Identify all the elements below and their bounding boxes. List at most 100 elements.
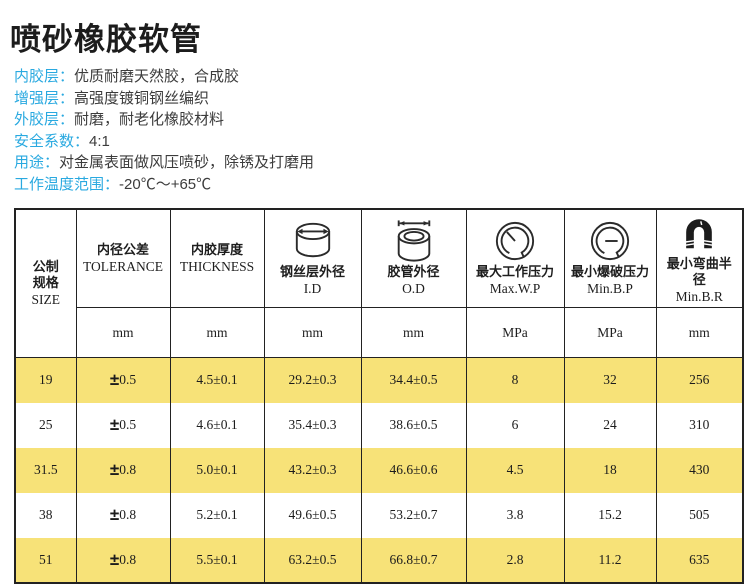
header-cell-tolerance: 内径公差 TOLERANCE [75,209,171,308]
unit-cell: MPa [465,307,565,358]
header-en-label: Min.B.R [675,289,723,304]
cell-thickness: 5.2±0.1 [169,492,265,538]
cell-steel-od: 49.6±0.5 [263,492,362,538]
cell-max-wp: 8 [465,357,565,403]
cell-tolerance: ±0.8 [75,447,171,493]
tolerance-value: 0.5 [119,372,137,388]
tolerance-value: 0.8 [119,462,137,477]
spec-label: 工作温度范围： [14,175,120,193]
spec-line-reinforcement-layer: 增强层：高强度镀铜钢丝编织 [14,88,314,110]
spec-label: 增强层： [14,89,75,107]
cell-max-wp: 2.8 [465,537,565,583]
header-zh-label: 最小弯曲半径 [666,256,732,287]
spec-value: 耐磨，耐老化橡胶材料 [74,111,225,128]
plus-minus-sign: ± [109,370,120,390]
header-cell-max-wp: 最大工作压力 Max.W.P [465,209,565,308]
header-cell-size: 公制 规格 SIZE [14,209,77,358]
tolerance-value: 0.8 [119,507,137,522]
cell-size: 51 [14,537,77,583]
header-en-label: SIZE [31,292,61,307]
spec-list: 内胶层：优质耐磨天然胶，合成胶 增强层：高强度镀铜钢丝编织 外胶层：耐磨，耐老化… [14,66,314,195]
cell-hose-od: 34.4±0.5 [360,357,467,403]
cell-thickness: 4.5±0.1 [169,357,265,403]
cell-min-br: 430 [655,447,744,493]
page-title: 喷砂橡胶软管 [10,22,202,57]
spec-line-temperature-range: 工作温度范围：-20℃～+65℃ [14,174,314,196]
spec-value: 4:1 [89,132,110,150]
unit-cell: mm [360,307,467,358]
cell-steel-od: 63.2±0.5 [263,537,362,583]
bend-radius-icon [681,212,717,254]
header-zh-label: 规格 [32,275,59,290]
cell-min-br: 256 [655,357,744,403]
header-zh-label: 最大工作压力 [475,264,554,279]
cell-hose-od: 53.2±0.7 [360,492,467,538]
header-zh-label: 公制 [32,259,59,274]
table-row: 38 ±0.8 5.2±0.1 49.6±0.5 53.2±0.7 3.8 15… [14,492,744,538]
cell-min-br: 635 [655,537,744,583]
header-en-label: THICKNESS [179,259,255,274]
cell-max-wp: 3.8 [465,492,565,538]
spec-line-inner-layer: 内胶层：优质耐磨天然胶，合成胶 [14,66,314,88]
inner-diameter-icon [290,220,336,262]
header-en-label: I.D [303,281,322,296]
cell-steel-od: 35.4±0.3 [263,402,362,448]
cell-hose-od: 46.6±0.6 [360,447,467,493]
header-cell-min-br: 最小弯曲半径 Min.B.R [655,209,744,308]
plus-minus-sign: ± [109,460,120,479]
cell-tolerance: ±0.8 [75,492,171,538]
table-row: 19 ±0.5 4.5±0.1 29.2±0.3 34.4±0.5 8 32 2… [14,357,744,403]
spec-value: 优质耐磨天然胶，合成胶 [74,68,240,85]
spec-line-usage: 用途：对金属表面做风压喷砂，除锈及打磨用 [14,152,314,174]
header-cell-hose-od: 胶管外径 O.D [360,209,467,308]
cell-thickness: 5.5±0.1 [169,537,265,583]
spec-label: 外胶层： [14,111,75,128]
cell-min-bp: 18 [563,447,657,493]
cell-min-bp: 15.2 [563,492,657,538]
cell-max-wp: 6 [465,402,565,448]
header-en-label: Min.B.P [587,281,633,296]
max-pressure-gauge-icon [494,220,536,262]
table-row: 51 ±0.8 5.5±0.1 63.2±0.5 66.8±0.7 2.8 11… [14,537,744,583]
header-en-label: O.D [402,281,425,296]
cell-steel-od: 29.2±0.3 [263,357,362,403]
cell-size: 19 [14,357,77,403]
unit-cell: mm [655,307,744,358]
header-zh-label: 内径公差 [96,242,149,257]
header-en-label: TOLERANCE [83,259,163,274]
cell-thickness: 4.6±0.1 [169,402,265,448]
header-zh-label: 最小爆破压力 [570,264,649,279]
spec-value: 对金属表面做风压喷砂，除锈及打磨用 [59,154,315,171]
cell-min-br: 310 [655,402,744,448]
cell-thickness: 5.0±0.1 [169,447,265,493]
table-row: 31.5 ±0.8 5.0±0.1 43.2±0.3 46.6±0.6 4.5 … [14,447,744,493]
spec-label: 用途： [14,154,60,171]
cell-size: 25 [14,402,77,448]
spec-line-outer-layer: 外胶层：耐磨，耐老化橡胶材料 [14,109,314,131]
cell-hose-od: 66.8±0.7 [360,537,467,583]
header-cell-min-bp: 最小爆破压力 Min.B.P [563,209,657,308]
table-header-row: 公制 规格 SIZE 内径公差 TOLERANCE 内胶厚度 THICKNESS [14,209,744,358]
unit-cell: mm [263,307,362,358]
cell-tolerance: ±0.8 [75,537,171,583]
plus-minus-sign: ± [109,415,120,434]
header-en-label: Max.W.P [489,281,541,296]
cell-size: 31.5 [14,447,77,493]
tolerance-value: 0.5 [119,417,137,432]
header-zh-label: 钢丝层外径 [279,264,345,279]
unit-cell: mm [169,307,265,358]
cell-min-bp: 11.2 [563,537,657,583]
cell-tolerance: ±0.5 [75,357,171,403]
cell-min-bp: 32 [563,357,657,403]
cell-hose-od: 38.6±0.5 [360,402,467,448]
header-cell-thickness: 内胶厚度 THICKNESS [169,209,265,308]
outer-diameter-icon [391,220,437,262]
unit-cell: MPa [563,307,657,358]
unit-cell: mm [75,307,171,358]
cell-tolerance: ±0.5 [75,402,171,448]
cell-min-bp: 24 [563,402,657,448]
cell-steel-od: 43.2±0.3 [263,447,362,493]
cell-max-wp: 4.5 [465,447,565,493]
spec-label: 安全系数： [14,132,90,150]
